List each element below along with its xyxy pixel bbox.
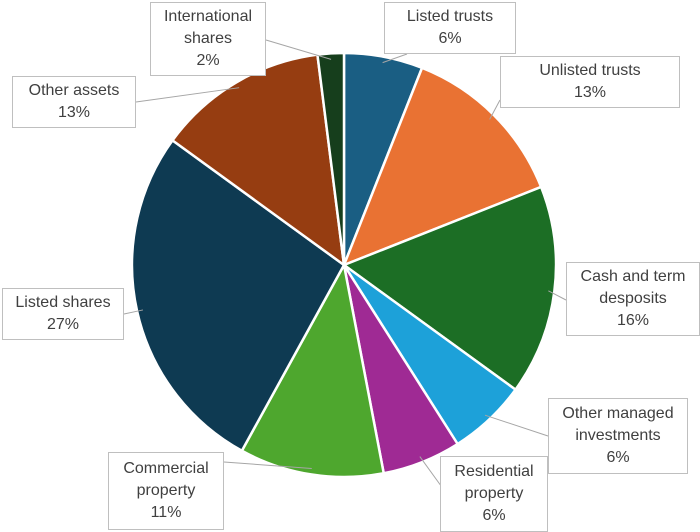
- pie-slice-international-shares: [316, 51, 346, 267]
- leader-line-other-assets: [135, 87, 240, 103]
- data-label-category: Listed trusts: [406, 8, 494, 25]
- data-label-other-assets: Other assets 13%: [12, 76, 136, 128]
- data-label-category: Other assets: [28, 82, 120, 99]
- data-label-value: 6%: [482, 507, 506, 524]
- leader-line-listed-trusts: [382, 53, 408, 64]
- data-label-value: 11%: [150, 504, 182, 521]
- leader-line-unlisted-trusts: [489, 99, 501, 120]
- data-label-listed-shares: Listed shares 27%: [2, 288, 124, 340]
- data-label-unlisted-trusts: Unlisted trusts 13%: [500, 56, 680, 108]
- leader-line-commercial-property: [223, 461, 312, 469]
- data-label-value: 13%: [573, 84, 607, 101]
- data-label-category: desposits: [599, 290, 667, 307]
- data-label-other-managed-investments: Other managed investments 6%: [548, 398, 688, 474]
- data-label-category: Unlisted trusts: [539, 62, 641, 79]
- data-label-category: Other managed: [562, 405, 674, 422]
- data-label-residential-property: Residential property 6%: [440, 456, 548, 532]
- data-label-value: 2%: [196, 52, 220, 69]
- pie-slice-unlisted-trusts: [342, 66, 543, 267]
- data-label-category: Commercial: [123, 460, 209, 477]
- data-label-category: International: [163, 8, 253, 25]
- data-label-value: 27%: [46, 316, 80, 333]
- data-label-category: shares: [183, 30, 233, 47]
- data-label-category: investments: [575, 427, 661, 444]
- data-label-category: Residential: [454, 463, 534, 480]
- data-label-category: Listed shares: [15, 294, 111, 311]
- data-label-category: Cash and term: [580, 268, 686, 285]
- data-label-category: property: [136, 482, 196, 499]
- leader-line-international-shares: [265, 39, 332, 60]
- data-label-value: 16%: [616, 312, 650, 329]
- data-label-category: property: [464, 485, 524, 502]
- leader-line-other-managed-investments: [484, 414, 549, 437]
- data-label-international-shares: International shares 2%: [150, 2, 266, 76]
- pie-slice-other-assets: [171, 53, 346, 267]
- leader-line-residential-property: [419, 456, 445, 491]
- data-label-value: 6%: [438, 30, 462, 47]
- data-label-commercial-property: Commercial property 11%: [108, 452, 224, 530]
- data-label-listed-trusts: Listed trusts 6%: [384, 2, 516, 54]
- data-label-cash-and-term-desposits: Cash and term desposits 16%: [566, 262, 700, 336]
- leader-lines: [123, 39, 567, 491]
- data-label-value: 13%: [57, 104, 91, 121]
- data-label-value: 6%: [606, 449, 630, 466]
- pie-slice-cash-and-term-desposits: [342, 185, 558, 391]
- pie-slices: [130, 51, 558, 479]
- pie-slice-commercial-property: [240, 263, 385, 479]
- leader-line-listed-shares: [123, 309, 144, 315]
- leader-line-cash-and-term-desposits: [548, 290, 567, 301]
